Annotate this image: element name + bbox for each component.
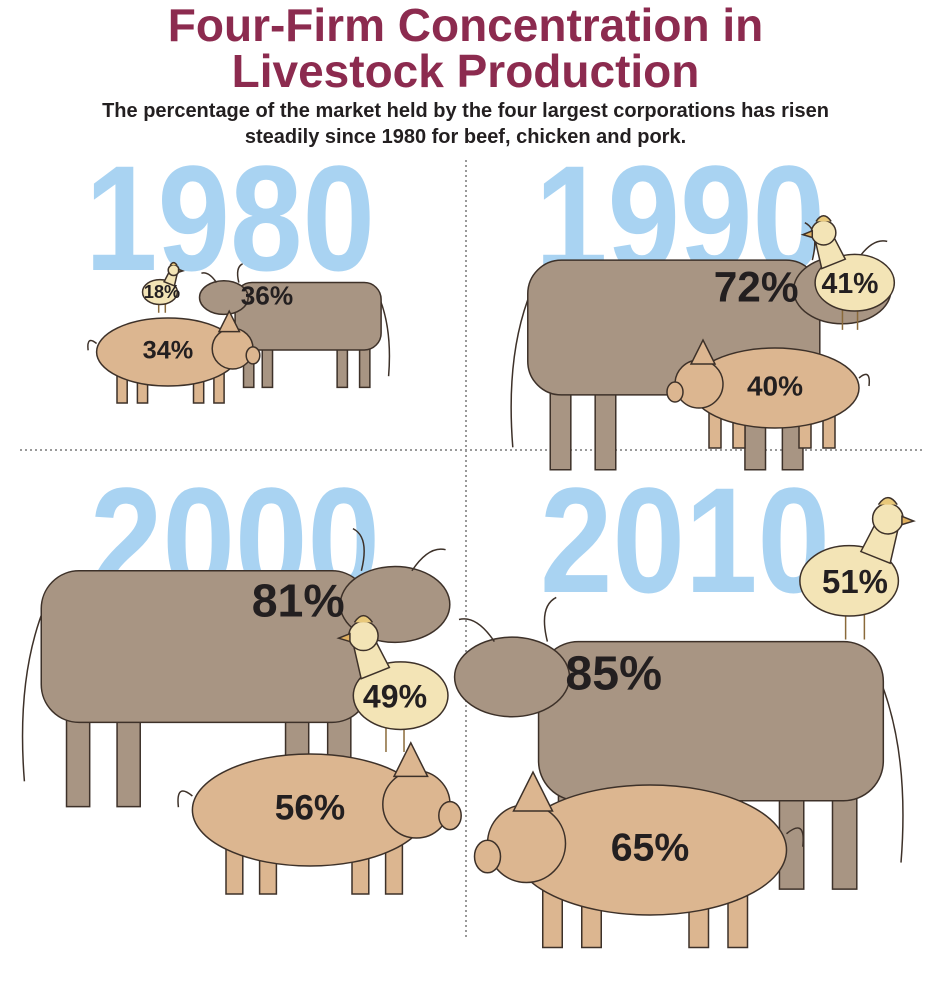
animal [667, 340, 869, 448]
subtitle: The percentage of the market held by the… [102, 100, 829, 148]
beak [902, 516, 914, 524]
body [353, 662, 448, 730]
head [455, 637, 570, 717]
tail [787, 828, 804, 847]
head [212, 328, 253, 369]
tail [178, 791, 192, 807]
tail [88, 340, 97, 350]
snout [667, 382, 683, 402]
head [383, 771, 450, 838]
head [488, 805, 566, 883]
ear [691, 340, 715, 364]
title: Four-Firm Concentration in Livestock Pro… [167, 0, 764, 97]
value-label: 56% [275, 788, 345, 827]
horn [201, 264, 242, 283]
beak [179, 269, 183, 272]
comb [816, 216, 831, 222]
value-label: 85% [565, 647, 662, 701]
head [200, 281, 249, 315]
tail [511, 290, 531, 447]
animal [88, 311, 260, 403]
value-label: 49% [363, 678, 427, 714]
body [235, 283, 381, 350]
value-label: 41% [822, 268, 879, 300]
value-label: 72% [714, 263, 799, 310]
snout [475, 840, 501, 873]
ear [514, 772, 553, 811]
head [168, 265, 179, 276]
comb [878, 498, 897, 505]
comb [354, 616, 372, 623]
body [815, 254, 894, 311]
tail [879, 677, 903, 863]
horn [353, 529, 446, 571]
body [143, 280, 178, 305]
value-label: 18% [144, 282, 180, 302]
animal [474, 772, 803, 948]
value-label: 36% [241, 280, 293, 310]
beak [803, 231, 812, 238]
ear [219, 311, 239, 331]
value-label: 81% [252, 575, 345, 627]
body [800, 546, 899, 616]
comb [170, 263, 177, 265]
head [811, 220, 836, 245]
head [675, 360, 723, 408]
animal [200, 264, 390, 388]
value-label: 40% [747, 370, 803, 401]
animal [800, 498, 914, 640]
ear [394, 743, 428, 777]
value-label: 34% [143, 337, 194, 365]
tail [859, 374, 869, 386]
year-label: 2010 [540, 456, 830, 624]
year-label: 1980 [85, 134, 375, 302]
value-label: 51% [822, 563, 888, 600]
animal [178, 743, 461, 894]
head [873, 503, 903, 533]
snout [439, 802, 461, 830]
beak [339, 634, 350, 642]
animal [143, 263, 183, 313]
head [349, 621, 378, 650]
tail [23, 604, 46, 781]
header: Four-Firm Concentration in Livestock Pro… [0, 2, 931, 150]
horn [459, 597, 556, 641]
value-label: 65% [611, 825, 690, 869]
snout [246, 347, 260, 364]
animal [339, 616, 448, 752]
animal [803, 216, 894, 330]
